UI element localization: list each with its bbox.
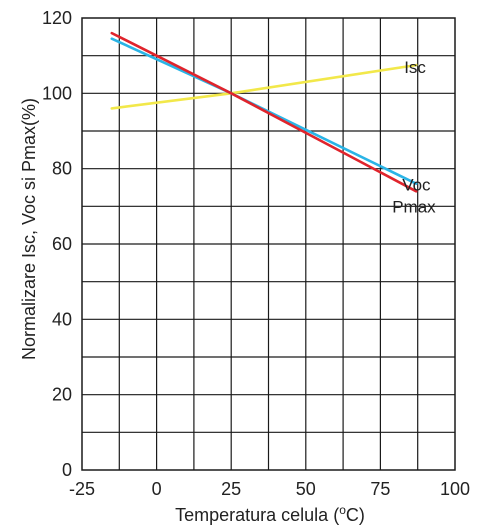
- x-tick-label: 75: [370, 479, 390, 499]
- series-lines: [110, 31, 418, 193]
- y-tick-label: 0: [62, 460, 72, 480]
- y-tick-label: 60: [52, 234, 72, 254]
- x-tick-label: 0: [152, 479, 162, 499]
- series-labels: Isc Voc Pmax: [392, 58, 436, 216]
- y-tick-label: 100: [42, 83, 72, 103]
- series-line-pmax: [110, 31, 418, 193]
- x-axis-title-superscript: o: [339, 503, 346, 517]
- plot-border: [81, 17, 456, 471]
- series-label-voc: Voc: [402, 176, 431, 195]
- x-axis-title: Temperatura celula (oC): [175, 503, 365, 525]
- x-axis-title-unit: C): [346, 505, 365, 525]
- y-tick-label: 80: [52, 159, 72, 179]
- series-label-pmax: Pmax: [392, 197, 436, 216]
- y-tick-label: 40: [52, 309, 72, 329]
- y-tick-label: 120: [42, 8, 72, 28]
- series-line-isc: [110, 63, 418, 110]
- grid: [82, 18, 455, 470]
- x-tick-label: 25: [221, 479, 241, 499]
- x-tick-label: 50: [296, 479, 316, 499]
- plot-frame: [81, 17, 456, 471]
- y-tick-label: 20: [52, 385, 72, 405]
- x-tick-label: 100: [440, 479, 470, 499]
- y-axis-title: Normalizare Isc, Voc si Pmax(%): [19, 98, 39, 360]
- series-label-isc: Isc: [404, 58, 426, 77]
- x-axis-title-main: Temperatura celula (: [175, 505, 339, 525]
- x-tick-label: -25: [69, 479, 95, 499]
